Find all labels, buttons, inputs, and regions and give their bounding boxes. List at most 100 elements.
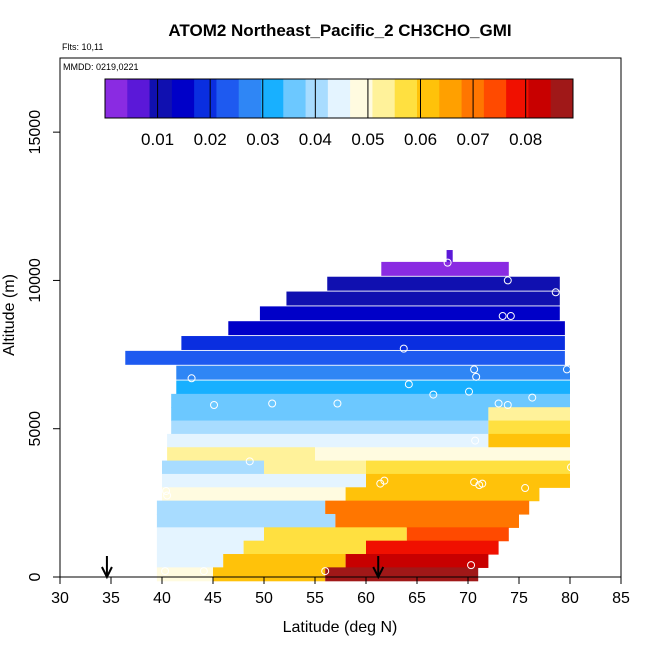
colorbar-tick-label: 0.07 <box>457 130 490 149</box>
observation-point <box>162 486 171 495</box>
plot-frame <box>59 57 622 578</box>
heatmap-cell <box>156 567 213 582</box>
heatmap-cell <box>162 460 264 475</box>
observation-point <box>528 393 537 402</box>
colorbar-tick-label: 0.05 <box>351 130 384 149</box>
x-tick-label: 80 <box>561 590 579 607</box>
observation-point <box>404 380 413 389</box>
heatmap-cell <box>156 513 336 528</box>
observation-point <box>472 372 481 381</box>
heatmap-cell <box>259 306 560 321</box>
observation-point <box>506 312 515 321</box>
heatmap-cell <box>156 527 264 542</box>
colorbar-segment <box>372 79 396 118</box>
heatmap-cell <box>125 350 565 365</box>
observation-point <box>380 476 389 485</box>
observation-point <box>187 374 196 383</box>
x-tick-label: 55 <box>306 590 324 607</box>
observation-point <box>503 276 512 285</box>
colorbar-segment <box>238 79 262 118</box>
observation-point <box>494 399 503 408</box>
observation-point <box>521 484 530 493</box>
heatmap-cell <box>264 460 366 475</box>
y-axis: 0 5000 10000 15000 <box>27 110 60 581</box>
colorbar-segment <box>417 79 440 118</box>
heatmap-cell <box>167 433 489 448</box>
observation-point <box>515 558 523 567</box>
heatmap-cell <box>315 447 570 462</box>
heatmap-cell <box>286 291 560 306</box>
x-tick-label: 75 <box>510 590 528 607</box>
heatmap-cell <box>181 336 565 350</box>
observation-point <box>467 561 476 570</box>
colorbar-segment <box>305 79 329 118</box>
colorbar-segment <box>439 79 463 118</box>
colorbar-segment <box>171 79 195 118</box>
colorbar-border <box>104 78 574 119</box>
heatmap-cell <box>366 540 499 555</box>
x-tick-label: 65 <box>408 590 426 607</box>
heatmap-cell <box>162 473 366 488</box>
heatmap-cell <box>345 554 489 568</box>
colorbar-segment <box>350 79 373 118</box>
x-tick-label: 70 <box>459 590 477 607</box>
observation-point <box>399 344 408 353</box>
observation-point <box>443 258 452 267</box>
colorbar-segment <box>394 79 418 118</box>
heatmap-cell <box>228 321 565 336</box>
x-axis: 30 35 40 45 50 55 60 65 70 75 80 85 <box>51 577 630 607</box>
heatmap-cell <box>223 554 346 568</box>
x-tick-label: 50 <box>255 590 273 607</box>
heatmap-cells <box>125 250 570 582</box>
heatmap-cell <box>162 487 346 502</box>
observation-point <box>199 567 208 576</box>
heatmap-cell <box>488 420 570 435</box>
colorbar-segment <box>506 79 529 118</box>
x-tick-label: 30 <box>51 590 69 607</box>
heatmap-cell <box>366 473 570 488</box>
observation-point <box>245 457 254 466</box>
y-tick-label: 5000 <box>27 411 44 447</box>
heatmap-cell <box>488 407 570 422</box>
colorbar-segment <box>127 79 151 118</box>
colorbar-tick-label: 0.08 <box>509 130 542 149</box>
y-tick-label: 10000 <box>27 258 44 303</box>
observation-point <box>268 399 277 408</box>
heatmap-cell <box>264 527 407 542</box>
observation-point <box>503 400 512 409</box>
y-tick-label: 15000 <box>27 110 44 155</box>
colorbar: 0.01 0.02 0.03 0.04 0.05 0.06 0.07 0.08 <box>104 78 574 149</box>
x-axis-label: Latitude (deg N) <box>283 619 398 636</box>
colorbar-segment <box>261 79 284 118</box>
heatmap-cell <box>171 393 570 408</box>
colorbar-tick-label: 0.03 <box>246 130 279 149</box>
observation-point <box>562 365 571 374</box>
observation-point <box>567 463 576 472</box>
heatmap-cell <box>366 460 570 475</box>
heatmap-cell <box>345 487 540 502</box>
heatmap-cell <box>171 407 489 422</box>
x-tick-label: 60 <box>357 590 375 607</box>
heatmap-cell <box>406 527 509 542</box>
colorbar-segment <box>283 79 307 118</box>
observation-point <box>551 288 560 297</box>
heatmap-cell <box>156 554 224 568</box>
heatmap-cell <box>167 447 315 462</box>
observation-point <box>210 400 219 409</box>
heatmap-cell <box>243 540 366 555</box>
flights-label: Flts: 10,11 <box>62 42 103 52</box>
colorbar-tick-label: 0.01 <box>141 130 174 149</box>
x-tick-label: 35 <box>102 590 120 607</box>
observation-point <box>470 365 479 374</box>
heatmap-cell <box>446 250 453 264</box>
colorbar-tick-label: 0.06 <box>404 130 437 149</box>
heatmap-cell <box>176 365 570 380</box>
colorbar-tick-label: 0.04 <box>299 130 332 149</box>
observation-point <box>478 479 487 488</box>
observation-markers <box>161 258 576 576</box>
heatmap-cell <box>156 500 326 515</box>
heatmap-cell <box>335 513 519 528</box>
observation-point <box>333 399 342 408</box>
heatmap-cell <box>325 567 479 582</box>
